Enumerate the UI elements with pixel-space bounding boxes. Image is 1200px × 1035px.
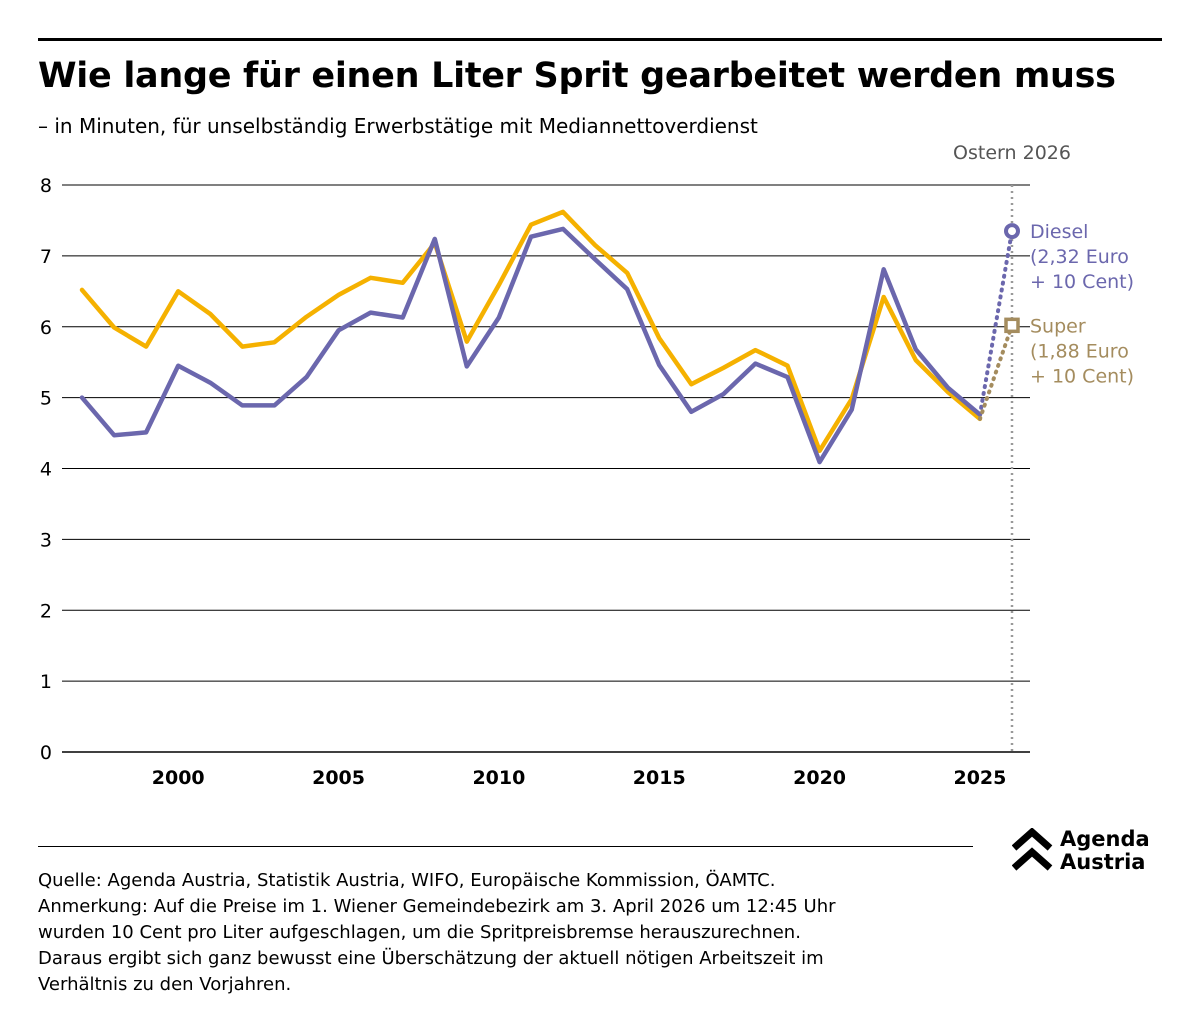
projection-marker-label: Ostern 2026 [953,142,1071,164]
projection-label-diesel: Diesel [1030,221,1088,243]
footer-note-line: Verhältnis zu den Vorjahren. [38,974,292,995]
footer-notes: Quelle: Agenda Austria, Statistik Austri… [38,868,998,998]
chart-subtitle: – in Minuten, für unselbständig Erwerbst… [38,114,758,138]
chevron-up-logo-icon [1012,828,1053,871]
y-tick-label: 7 [40,246,52,268]
projection-point-super [1004,317,1020,334]
series-layer [79,209,983,465]
y-tick-label: 0 [40,742,52,764]
projection-layer: Diesel (2,32 Euro + 10 Cent) Super (1,88 Eur… [977,221,1134,421]
x-tick-label: 2005 [312,767,365,789]
y-tick-label: 6 [40,317,52,339]
projection-label-diesel: (2,32 Euro [1030,246,1129,268]
projection-label-diesel: + 10 Cent) [1030,271,1134,293]
x-tick-labels: 2000 2005 2010 2015 2020 2025 [152,767,1007,789]
footer-note-line: Anmerkung: Auf die Preise im 1. Wiener G… [38,896,836,917]
y-tick-label: 8 [40,175,52,197]
x-tick-label: 2020 [793,767,846,789]
y-tick-labels: 0 1 2 3 4 5 6 7 8 [40,175,52,764]
y-tick-label: 4 [40,459,52,481]
agenda-austria-logo: Agenda Austria [1012,828,1172,878]
footer-note-line: Daraus ergibt sich ganz bewusst eine Übe… [38,948,824,969]
footer-note-line: wurden 10 Cent pro Liter aufgeschlagen, … [38,922,801,943]
x-tick-label: 2000 [152,767,205,789]
series-line-super [79,209,983,454]
projection-label-super: (1,88 Euro [1030,340,1129,362]
projection-point-diesel [1004,223,1020,240]
series-line-diesel [79,226,983,465]
y-tick-label: 2 [40,600,52,622]
projection-line-super [977,323,1014,421]
line-chart: 0 1 2 3 4 5 6 7 8 2000 2005 2010 2015 2020 2025 Oster… [40,142,1134,789]
projection-label-super: + 10 Cent) [1030,365,1134,387]
y-tick-label: 5 [40,388,52,410]
footer-source: Quelle: Agenda Austria, Statistik Austri… [38,870,776,891]
chart-title: Wie lange für einen Liter Sprit gearbeit… [38,56,1116,96]
bottom-rule [38,846,973,847]
x-tick-label: 2025 [953,767,1006,789]
projection-label-super: Super [1030,315,1086,337]
logo-text: Agenda Austria [1060,828,1150,874]
top-rule [38,38,1162,41]
y-tick-label: 3 [40,529,52,551]
logo-line-2: Austria [1060,850,1146,874]
projection-marker: Ostern 2026 [953,142,1071,752]
projection-line-diesel [977,229,1014,417]
y-tick-label: 1 [40,671,52,693]
logo-line-1: Agenda [1060,827,1150,851]
x-tick-label: 2010 [472,767,525,789]
x-tick-label: 2015 [633,767,686,789]
